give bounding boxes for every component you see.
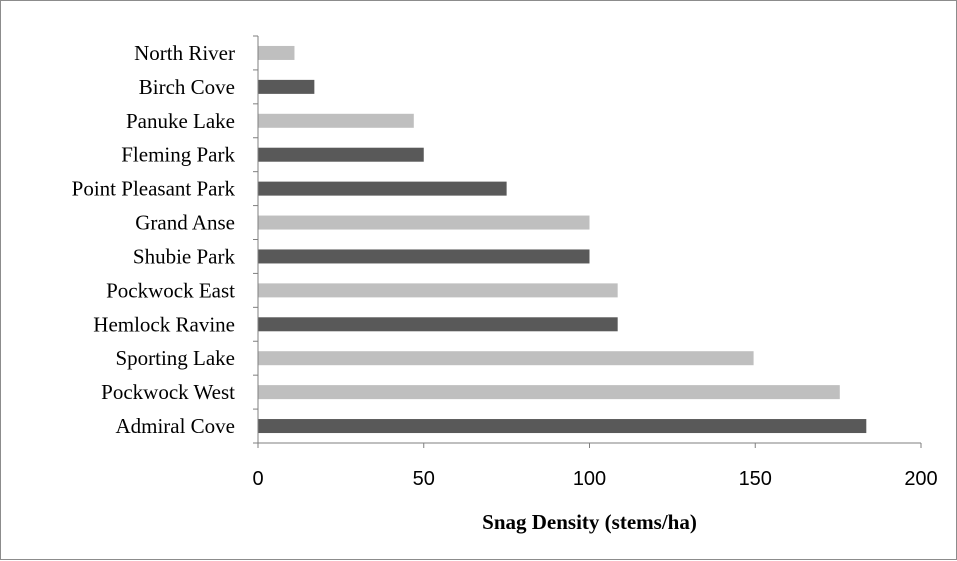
bar-north-river (258, 45, 295, 60)
category-label: Hemlock Ravine (93, 312, 235, 336)
category-label: Pockwock West (101, 380, 235, 404)
bar-shubie-park (258, 249, 590, 264)
bar-birch-cove (258, 79, 315, 94)
category-label: Shubie Park (133, 244, 236, 268)
bar-panuke-lake (258, 113, 414, 128)
bar-pockwock-east (258, 283, 618, 298)
axis-tick-marks (253, 35, 922, 448)
category-label: Panuke Lake (126, 109, 235, 133)
x-tick-label: 200 (904, 468, 937, 490)
bar-sporting-lake (258, 351, 754, 366)
category-label: Pockwock East (106, 278, 235, 302)
x-tick-label: 0 (252, 468, 263, 490)
x-axis-title: Snag Density (stems/ha) (482, 510, 697, 534)
category-labels: North River Birch Cove Panuke Lake Fleming … (72, 41, 236, 438)
x-tick-labels: 0 50 100 150 200 (252, 468, 937, 490)
category-label: Admiral Cove (115, 414, 235, 438)
x-tick-label: 150 (739, 468, 772, 490)
category-label: Sporting Lake (115, 346, 235, 370)
bar-point-pleasant-park (258, 181, 507, 196)
bar-hemlock-ravine (258, 317, 618, 332)
bar-pockwock-west (258, 385, 840, 400)
bar-admiral-cove (258, 419, 867, 434)
category-label: Birch Cove (139, 75, 235, 99)
x-tick-label: 50 (413, 468, 435, 490)
category-label: North River (134, 41, 235, 65)
x-tick-label: 100 (573, 468, 606, 490)
category-label: Point Pleasant Park (72, 177, 236, 201)
category-label: Grand Anse (135, 211, 235, 235)
category-label: Fleming Park (121, 143, 235, 167)
bars-group (258, 45, 867, 434)
bar-grand-anse (258, 215, 590, 230)
bar-fleming-park (258, 147, 424, 162)
